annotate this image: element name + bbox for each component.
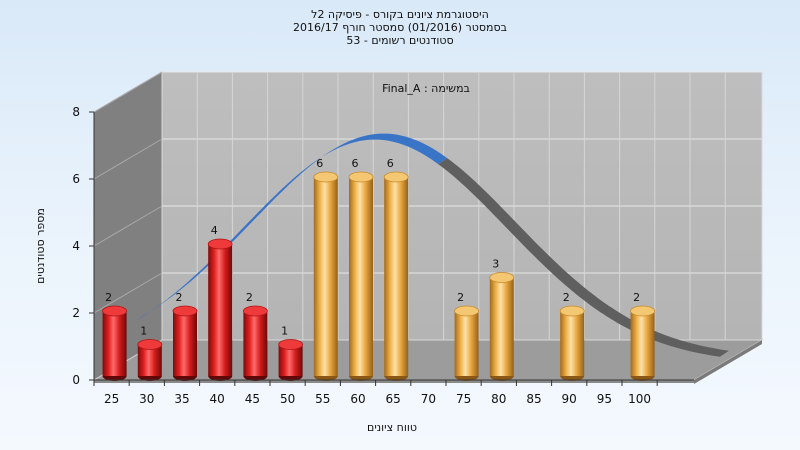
x-tick-label: 75 (456, 392, 471, 406)
bar-value-label: 3 (492, 258, 499, 271)
x-tick-label: 65 (386, 392, 401, 406)
y-axis-label: מספר סטודנטים (34, 208, 47, 284)
x-tick-label: 95 (597, 392, 612, 406)
bar-value-label: 1 (140, 325, 147, 338)
bar-75 (454, 305, 480, 381)
y-tick-label: 8 (72, 105, 80, 119)
y-tick-label: 0 (72, 373, 80, 387)
gridline-side (93, 205, 163, 247)
bar-90 (559, 305, 585, 381)
y-ticks: 0 2 4 6 8 (72, 105, 94, 387)
bar-value-label: 4 (211, 224, 218, 237)
right-wall-edge (694, 340, 762, 384)
bar-45 (242, 305, 268, 381)
x-tick-label: 40 (210, 392, 225, 406)
bar-value-label: 6 (387, 157, 394, 170)
bar-35 (172, 305, 198, 381)
chart-title: היסטוגרמת ציונים בקורס - פיסיקה 2ל (311, 8, 489, 21)
y-tick-label: 6 (72, 172, 80, 186)
bar-30 (137, 339, 163, 381)
x-tick-label: 25 (104, 392, 119, 406)
x-tick-label: 90 (562, 392, 577, 406)
bar-value-label: 2 (457, 291, 464, 304)
grid-lines (93, 71, 762, 340)
chart-title-block: היסטוגרמת ציונים בקורס - פיסיקה 2ל בסמסט… (0, 8, 800, 47)
x-tick-label: 60 (350, 392, 365, 406)
bar-value-label: 6 (316, 157, 323, 170)
gridline-side (93, 138, 163, 180)
bar-25 (102, 305, 127, 381)
bar-value-label: 2 (176, 291, 183, 304)
curve-ribbon (438, 158, 729, 357)
x-tick-label: 55 (315, 392, 330, 406)
y-tick-label: 2 (72, 306, 80, 320)
bar-value-label: 2 (246, 291, 253, 304)
bar-value-label: 2 (563, 291, 570, 304)
x-axis-label: טווח ציונים (367, 421, 417, 434)
x-ticks: 25 30 35 40 45 50 55 60 65 70 75 80 85 90 95 100 (93, 380, 658, 406)
bar-value-label: 1 (281, 325, 288, 338)
floor-front-edge (94, 380, 694, 383)
x-tick-label: 80 (491, 392, 506, 406)
bar-100 (630, 305, 655, 381)
x-tick-label: 30 (139, 392, 154, 406)
normal-curve (135, 133, 729, 357)
x-tick-label: 45 (245, 392, 260, 406)
bar-value-label: 6 (352, 157, 359, 170)
x-tick-label: 85 (526, 392, 541, 406)
x-tick-label: 35 (174, 392, 189, 406)
bar-65 (383, 171, 409, 381)
gridline-side (93, 71, 163, 113)
bar-value-label: 2 (105, 291, 112, 304)
series-label: במשימה : Final_A (382, 82, 470, 95)
bar-value-label: 2 (633, 291, 640, 304)
bar-40 (207, 238, 233, 381)
bar-60 (348, 171, 374, 381)
x-tick-label: 70 (421, 392, 436, 406)
chart-subtitle-semester: בסמסטר (01/2016) סמסטר חורף 2016/17 (293, 21, 507, 34)
x-tick-label: 100 (628, 392, 651, 406)
bars: 2 1 2 4 2 1 6 6 6 2 3 2 2 (102, 157, 655, 381)
y-tick-label: 4 (72, 239, 80, 253)
bar-50 (278, 339, 304, 381)
chart-subtitle-students: סטודנטים רשומים - 53 (346, 34, 454, 47)
x-tick-label: 50 (280, 392, 295, 406)
bar-55 (313, 171, 339, 381)
bar-80 (489, 272, 515, 381)
gridline-side (93, 272, 163, 314)
